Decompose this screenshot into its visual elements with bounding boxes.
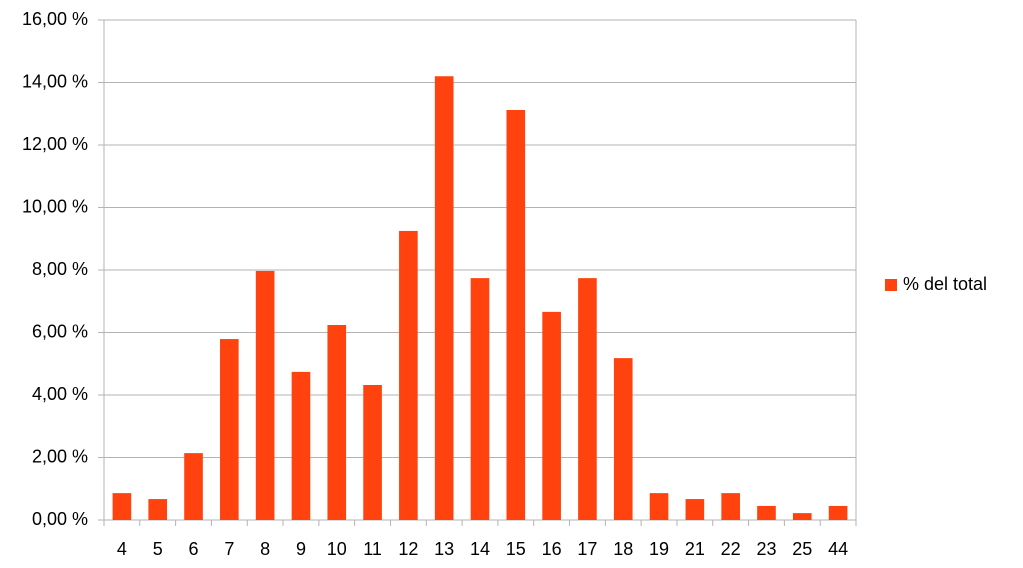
x-tick-label: 5 — [153, 539, 163, 559]
x-tick-label: 44 — [828, 539, 848, 559]
x-tick-label: 4 — [117, 539, 127, 559]
bar — [434, 76, 454, 520]
bar — [327, 325, 347, 520]
bar — [184, 453, 203, 520]
legend-label: % del total — [903, 274, 987, 294]
x-tick-label: 17 — [577, 539, 597, 559]
y-tick-label: 14,00 % — [22, 71, 88, 91]
bar — [112, 493, 132, 520]
x-tick-label: 16 — [542, 539, 562, 559]
x-tick-label: 7 — [224, 539, 234, 559]
y-tick-label: 4,00 % — [32, 384, 88, 404]
y-tick-label: 2,00 % — [32, 446, 88, 466]
y-tick-label: 8,00 % — [32, 259, 88, 279]
y-tick-label: 16,00 % — [22, 9, 88, 29]
x-tick-label: 22 — [721, 539, 741, 559]
x-tick-label: 25 — [792, 539, 812, 559]
x-tick-label: 10 — [327, 539, 347, 559]
bar — [363, 385, 382, 520]
bar — [649, 493, 669, 520]
bar — [828, 505, 848, 520]
y-tick-label: 6,00 % — [32, 321, 88, 341]
bar — [148, 499, 168, 520]
x-tick-label: 13 — [434, 539, 454, 559]
x-tick-label: 21 — [685, 539, 705, 559]
x-tick-label: 14 — [470, 539, 490, 559]
x-tick-label: 15 — [506, 539, 526, 559]
x-tick-label: 12 — [398, 539, 418, 559]
bar — [685, 499, 705, 520]
bar — [399, 230, 418, 520]
bar — [613, 358, 633, 520]
bar — [792, 513, 812, 520]
x-tick-label: 6 — [189, 539, 199, 559]
x-tick-label: 18 — [613, 539, 633, 559]
bar — [255, 270, 275, 520]
x-tick-label: 19 — [649, 539, 669, 559]
y-tick-label: 0,00 % — [32, 509, 88, 529]
y-tick-label: 12,00 % — [22, 134, 88, 154]
bar — [721, 493, 740, 520]
x-tick-label: 9 — [296, 539, 306, 559]
x-tick-label: 11 — [363, 539, 382, 559]
x-tick-label: 8 — [260, 539, 270, 559]
bar — [220, 339, 239, 520]
bar — [506, 110, 526, 520]
bar — [470, 278, 490, 520]
bar — [757, 505, 776, 520]
bar — [578, 278, 597, 520]
bar — [542, 311, 561, 520]
y-tick-label: 10,00 % — [22, 196, 88, 216]
bar — [291, 371, 311, 520]
x-tick-label: 23 — [756, 539, 776, 559]
legend-swatch — [885, 279, 897, 291]
